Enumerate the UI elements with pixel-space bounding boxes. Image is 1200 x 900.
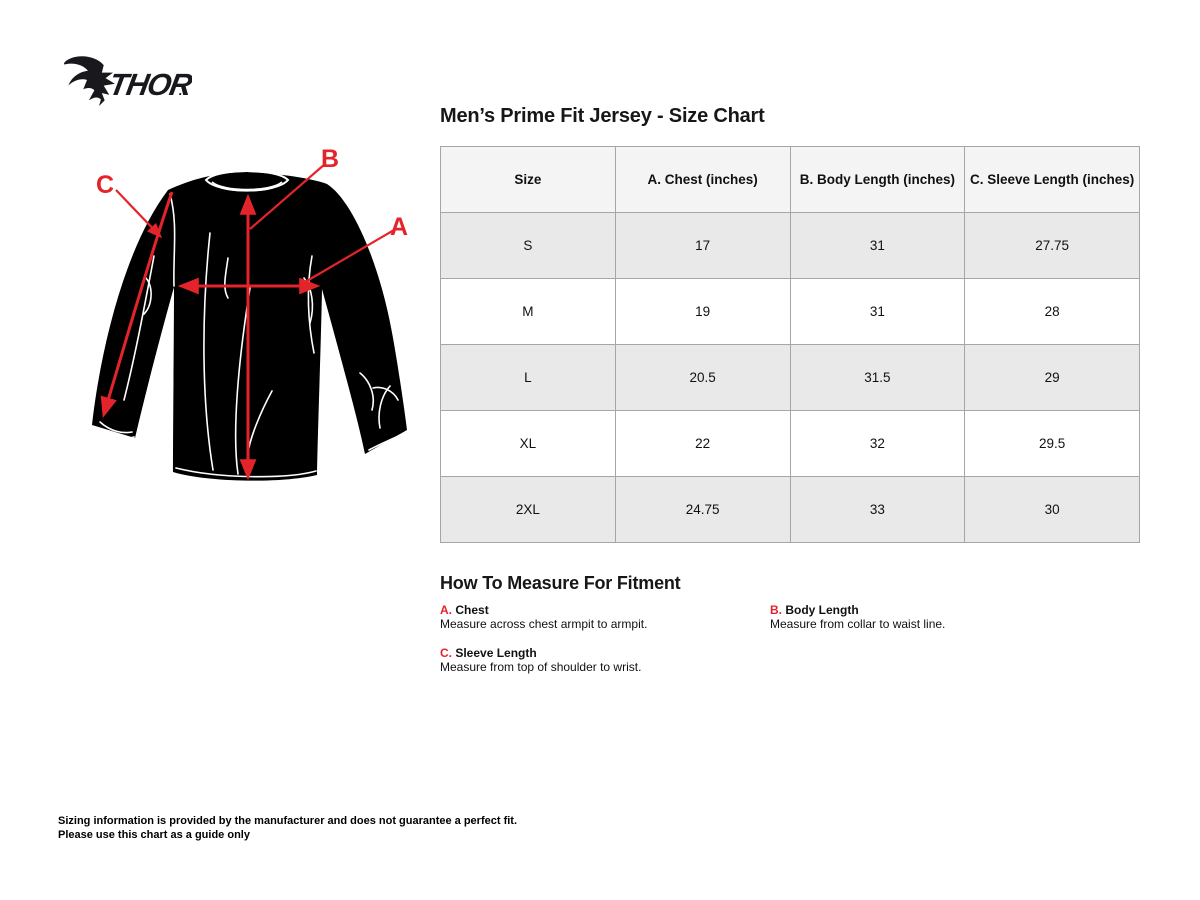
size-cell: 29.5 [964,410,1140,477]
how-to-measure-section: How To Measure For Fitment A. Chest Meas… [440,573,1120,674]
measure-name-chest: Chest [455,603,489,617]
measure-desc-sleeve-length: Measure from top of shoulder to wrist. [440,660,642,674]
svg-text:.: . [178,83,184,98]
size-cell: 32 [789,410,966,477]
column-header: C. Sleeve Length (inches) [964,146,1140,213]
size-cell: 24.75 [614,476,791,543]
size-cell: 33 [789,476,966,543]
size-chart-body: S 17 31 27.75 M 19 31 28 L 20.5 31.5 29 XL 22 32 29.5 2X… [440,212,1140,543]
label-a: A [390,213,408,241]
size-cell: 19 [614,278,791,345]
size-cell: L [440,344,616,411]
size-cell: 28 [964,278,1140,345]
jersey-measurement-diagram: A B C [92,145,408,481]
disclaimer-line-2: Please use this chart as a guide only [58,828,250,841]
column-header: Size [440,146,616,213]
measure-name-body-length: Body Length [785,603,859,617]
thor-goat-icon [63,56,115,106]
size-cell: 20.5 [614,344,791,411]
size-row-XL: XL 22 32 29.5 [440,410,1140,477]
measure-name-sleeve-length: Sleeve Length [455,646,537,660]
pointer-line-c [115,189,163,239]
label-c: C [96,171,114,199]
sizing-disclaimer: Sizing information is provided by the ma… [58,815,517,842]
size-row-M: M 19 31 28 [440,278,1140,345]
size-row-2XL: 2XL 24.75 33 30 [440,476,1140,543]
measure-desc-body-length: Measure from collar to waist line. [770,617,946,631]
pointer-line-b [249,163,326,230]
size-cell: 31 [789,212,966,279]
size-chart-table-container: Size A. Chest (inches) B. Body Length (inc… [440,146,1140,543]
thor-logo: THOR . [63,56,192,106]
sleeve-length-line-c [100,191,174,419]
size-cell: 30 [964,476,1140,543]
disclaimer-line-1: Sizing information is provided by the ma… [58,815,518,827]
svg-text:THOR: THOR [106,67,192,102]
label-b: B [321,145,339,173]
measure-letter-c: C. [440,646,452,660]
pointer-line-a [299,229,395,286]
size-cell: XL [440,410,616,477]
size-row-L: L 20.5 31.5 29 [440,344,1140,411]
how-to-measure-heading: How To Measure For Fitment [440,573,681,593]
header-row: Size A. Chest (inches) B. Body Length (inc… [440,146,1140,213]
size-cell: M [440,278,616,345]
measure-item-chest: A. Chest Measure across chest armpit to … [440,603,770,631]
measure-letter-b: B. [770,603,782,617]
column-header: B. Body Length (inches) [789,146,966,213]
size-row-S: S 17 31 27.75 [440,212,1140,279]
measure-item-body-length: B. Body Length Measure from collar to wa… [770,603,1120,631]
size-cell: 31.5 [789,344,966,411]
size-cell: 2XL [440,476,616,543]
measure-letter-a: A. [440,603,452,617]
thor-wordmark: THOR . [106,67,192,102]
size-cell: 29 [964,344,1140,411]
measure-item-sleeve-length: C. Sleeve Length Measure from top of sho… [440,646,770,674]
measure-grid: A. Chest Measure across chest armpit to … [440,603,1120,674]
size-cell: 17 [614,212,791,279]
measure-desc-chest: Measure across chest armpit to armpit. [440,617,648,631]
column-header: A. Chest (inches) [614,146,791,213]
size-cell: 31 [789,278,966,345]
size-chart-table: Size A. Chest (inches) B. Body Length (inc… [440,146,1140,543]
measurement-annotations: A B C [96,145,408,481]
size-cell: 27.75 [964,212,1140,279]
size-cell: 22 [614,410,791,477]
size-cell: S [440,212,616,279]
size-chart-header: Size A. Chest (inches) B. Body Length (inc… [440,146,1140,213]
page-title: Men’s Prime Fit Jersey - Size Chart [440,105,765,127]
